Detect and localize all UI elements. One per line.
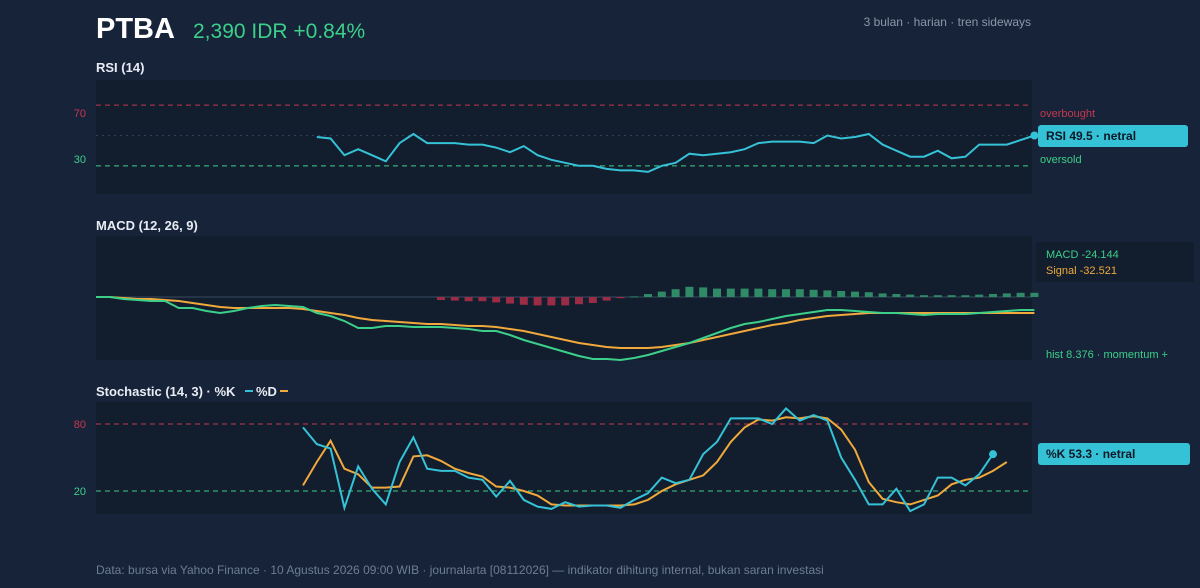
macd-histogram-bar <box>1030 292 1039 297</box>
macd-histogram-bar <box>989 294 997 297</box>
macd-histogram-bar <box>754 288 763 297</box>
rsi-series-line <box>316 132 1035 173</box>
macd-histogram-bar <box>644 294 652 297</box>
stoch-k-series-line <box>302 406 994 513</box>
stoch-gridlines <box>96 423 1032 492</box>
rsi-tick-70: 70 <box>74 108 86 120</box>
rsi-title: RSI (14) <box>96 60 144 75</box>
oversold-label: oversold <box>1040 154 1082 166</box>
rsi-last-point <box>1030 131 1039 140</box>
stoch-value-badge <box>1038 443 1190 465</box>
macd-value-label: MACD -24.144 <box>1046 249 1119 261</box>
macd-histogram-bar <box>713 288 721 297</box>
macd-histogram-bar <box>699 287 708 297</box>
macd-histogram-bar <box>726 288 735 297</box>
macd-histogram-bar <box>533 297 542 306</box>
rsi-value-badge <box>1038 125 1188 147</box>
macd-histogram-bar <box>450 297 459 301</box>
macd-histogram-bar <box>671 289 680 297</box>
macd-histogram-bar <box>1016 292 1025 297</box>
macd-legend-box <box>1036 242 1194 282</box>
macd-histogram-bar <box>561 297 570 306</box>
stoch-title: Stochastic (14, 3) · %K <box>96 384 236 399</box>
macd-histogram-bar <box>768 289 777 297</box>
macd-histogram-bar <box>1002 293 1011 297</box>
macd-histogram-bar <box>464 297 473 302</box>
macd-histogram-bar <box>740 288 749 297</box>
macd-histogram-bar <box>547 297 556 306</box>
macd-histogram-bar <box>630 296 639 298</box>
price-line: 2,390 IDR +0.84% <box>193 20 365 43</box>
rsi-gridlines <box>96 104 1032 167</box>
macd-histogram-bar <box>437 297 445 300</box>
macd-histogram-bar <box>920 295 928 297</box>
stoch-panel <box>96 402 1032 514</box>
chart-meta: 3 bulan · harian · tren sideways <box>864 15 1031 29</box>
signal-value-label: Signal -32.521 <box>1046 265 1117 277</box>
macd-histogram-bar <box>864 292 873 297</box>
macd-histogram-bar <box>851 291 859 297</box>
macd-histogram-bar <box>685 286 694 297</box>
macd-histogram-bar <box>519 297 528 305</box>
rsi-tick-30: 30 <box>74 154 86 166</box>
macd-histogram-bar <box>602 297 611 301</box>
macd-histogram-bar <box>947 295 956 297</box>
macd-histogram-bar <box>906 294 915 297</box>
macd-histogram-bar <box>492 297 501 303</box>
rsi-value-label: RSI 49.5 · netral <box>1046 129 1136 143</box>
macd-series-line <box>96 296 1035 362</box>
macd-histogram-bar <box>892 294 901 297</box>
stoch-d-series-line <box>302 415 1008 507</box>
macd-histogram-bar <box>809 289 818 297</box>
macd-histogram-bar <box>975 294 984 297</box>
stoch-value-label: %K 53.3 · netral <box>1046 447 1135 461</box>
macd-histogram-bar <box>588 297 597 303</box>
histogram-value-label: hist 8.376 · momentum + <box>1046 349 1168 361</box>
ticker-symbol: PTBA <box>96 13 175 45</box>
stoch-last-point <box>989 450 997 459</box>
macd-histogram-bar <box>795 289 804 297</box>
macd-histogram-bar <box>616 297 625 299</box>
macd-histogram-bar <box>823 290 832 297</box>
macd-title: MACD (12, 26, 9) <box>96 218 198 233</box>
macd-histogram-bar <box>837 291 846 297</box>
macd-histogram <box>437 286 1039 306</box>
macd-histogram-bar <box>961 295 970 297</box>
macd-histogram-bar <box>575 297 583 305</box>
stoch-d-legend-label: %D <box>256 384 277 399</box>
stoch-tick-20: 20 <box>74 486 86 498</box>
macd-histogram-bar <box>933 295 942 297</box>
overbought-label: overbought <box>1040 108 1095 120</box>
rsi-panel <box>96 80 1032 194</box>
macd-histogram-bar <box>657 291 666 297</box>
macd-histogram-bar <box>878 293 887 297</box>
stoch-tick-80: 80 <box>74 419 86 431</box>
macd-histogram-bar <box>782 289 790 297</box>
macd-histogram-bar <box>506 297 514 304</box>
footer-source: Data: bursa via Yahoo Finance · 10 Agust… <box>96 563 824 577</box>
macd-histogram-bar <box>478 297 487 302</box>
